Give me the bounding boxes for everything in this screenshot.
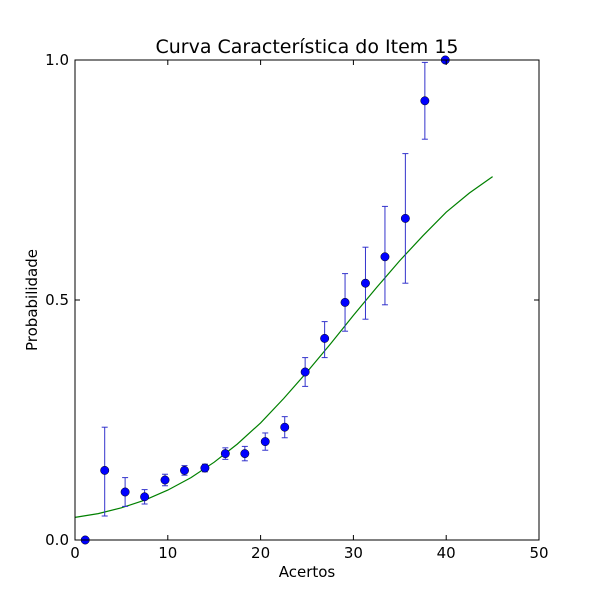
data-point (240, 449, 250, 459)
data-point (180, 465, 189, 475)
data-point (280, 422, 290, 432)
y-axis-label: Probabilidade (23, 249, 41, 351)
data-point (160, 475, 170, 485)
data-point (400, 213, 410, 223)
x-tick-label: 50 (529, 544, 548, 562)
data-point (200, 463, 210, 473)
data-point (220, 449, 230, 459)
x-tick-label: 10 (158, 544, 177, 562)
chart-title: Curva Característica do Item 15 (155, 36, 458, 58)
data-point (140, 492, 150, 502)
data-point (340, 297, 350, 307)
data-point (260, 437, 270, 447)
x-axis-label: Acertos (279, 563, 336, 581)
data-point (380, 252, 390, 262)
x-tick-label: 30 (344, 544, 363, 562)
data-point (320, 333, 330, 343)
data-point (420, 96, 430, 106)
y-tick-label: 1.0 (45, 51, 69, 69)
data-point (120, 487, 130, 497)
x-tick-label: 0 (70, 544, 80, 562)
data-point (361, 278, 370, 288)
x-tick-label: 20 (251, 544, 270, 562)
y-tick-label: 0.0 (45, 531, 69, 549)
data-point (300, 367, 310, 377)
plot-area (74, 55, 493, 545)
axes-frame (74, 59, 540, 541)
x-tick-label: 40 (437, 544, 456, 562)
y-tick-label: 0.5 (45, 291, 69, 309)
data-point (100, 465, 110, 475)
